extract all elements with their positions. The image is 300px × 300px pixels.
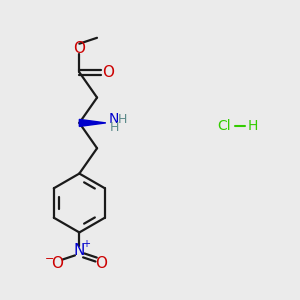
Text: O: O	[95, 256, 107, 272]
Text: N: N	[109, 112, 119, 126]
Text: H: H	[247, 119, 258, 134]
Text: +: +	[82, 238, 90, 249]
Text: O: O	[102, 65, 114, 80]
Text: −: −	[45, 254, 55, 264]
Text: H: H	[117, 112, 127, 126]
Text: O: O	[73, 41, 85, 56]
Text: O: O	[52, 256, 64, 272]
Text: N: N	[74, 243, 85, 258]
Text: Cl: Cl	[217, 119, 230, 134]
Text: H: H	[110, 121, 119, 134]
Polygon shape	[79, 119, 106, 126]
